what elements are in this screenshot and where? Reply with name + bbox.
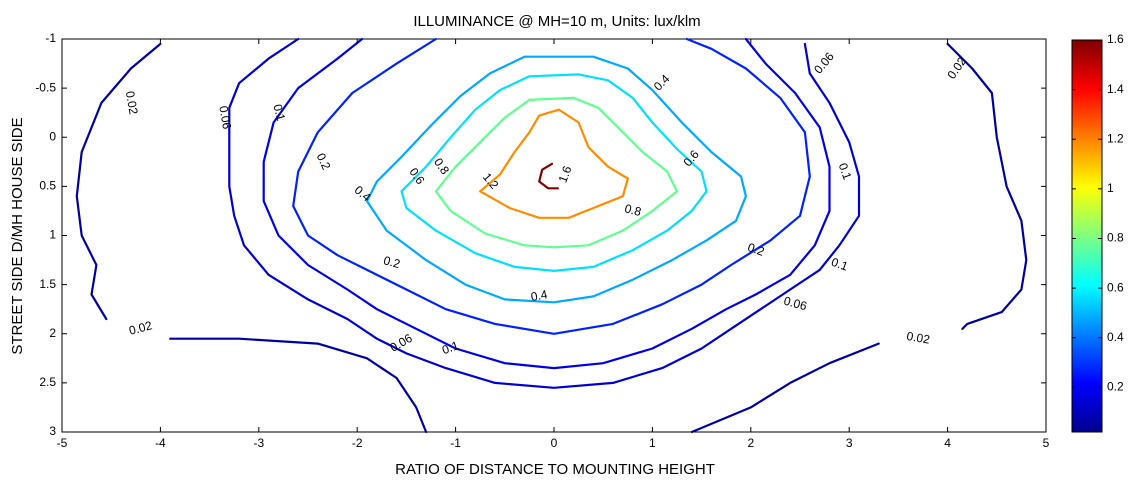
contour-line-0_02	[169, 337, 428, 434]
contour-label: 0.02	[906, 329, 932, 347]
y-tick-label: 1.5	[39, 277, 56, 291]
colorbar	[1071, 39, 1103, 433]
y-tick-label: 0	[49, 129, 56, 143]
contour-label: 0.4	[530, 287, 549, 304]
x-tick-label: -1	[450, 436, 461, 450]
x-axis-title: RATIO OF DISTANCE TO MOUNTING HEIGHT	[395, 461, 715, 478]
colorbar-tick-label: 1.2	[1107, 131, 1124, 145]
x-axis: -5 -4 -3 -2 -1 0 1 2 3 4 5	[57, 39, 1050, 450]
x-tick-label: 3	[846, 436, 853, 450]
contour-label: 0.06	[782, 294, 808, 314]
y-tick-label: 0.5	[39, 179, 56, 193]
contour-line-0_02	[690, 342, 880, 434]
contour-line-0_8	[434, 96, 679, 249]
contour-label: 0.2	[382, 253, 402, 271]
contour-line-0_02	[75, 42, 162, 321]
contour-label: 0.2	[314, 151, 334, 172]
colorbar-tick-label: 1.6	[1107, 32, 1124, 46]
x-tick-label: -4	[155, 436, 166, 450]
contour-label: 0.1	[829, 255, 850, 274]
y-tick-label: -0.5	[35, 80, 56, 94]
x-tick-label: 4	[944, 436, 951, 450]
x-tick-label: 0	[551, 436, 558, 450]
colorbar-tick-label: 0.6	[1107, 280, 1124, 294]
y-tick-label: 1	[49, 228, 56, 242]
y-tick-label: 3	[49, 424, 56, 438]
colorbar-tick-label: 1.4	[1107, 82, 1124, 96]
colorbar-axis: 0.2 0.4 0.6 0.8 1 1.2 1.4 1.6	[1072, 32, 1124, 394]
x-tick-label: 5	[1043, 436, 1050, 450]
contour-line-1_6	[538, 162, 559, 190]
colorbar-tick-label: 0.2	[1107, 380, 1124, 394]
contour-label: 0.06	[216, 105, 234, 131]
colorbar-tick-label: 1	[1107, 181, 1114, 195]
contour-line-0_2	[292, 37, 811, 335]
contour-lines	[75, 37, 1028, 434]
contour-line-1_2	[479, 108, 629, 219]
y-axis-title: STREET SIDE D/MH HOUSE SIDE	[9, 117, 26, 354]
colorbar-tick-label: 0.8	[1107, 231, 1124, 245]
plot-area	[61, 38, 1047, 433]
contour-line-0_06	[228, 37, 861, 389]
colorbar-tick-label: 0.4	[1107, 330, 1124, 344]
x-tick-label: 1	[649, 436, 656, 450]
contour-line-0_1	[262, 37, 831, 370]
contour-label: 0.02	[127, 318, 153, 338]
contour-label: 0.1	[270, 103, 288, 123]
contour-label: 0.1	[440, 338, 461, 357]
x-tick-label: -2	[352, 436, 363, 450]
contour-line-0_6	[400, 73, 708, 272]
contour-label: 0.2	[746, 240, 767, 259]
contour-label: 1.6	[556, 164, 575, 185]
chart-title: ILLUMINANCE @ MH=10 m, Units: lux/klm	[413, 13, 700, 30]
y-axis: -1 -0.5 0 0.5 1 1.5 2 2.5 3	[35, 31, 1046, 438]
x-tick-label: -3	[253, 436, 264, 450]
y-tick-label: 2.5	[39, 375, 56, 389]
contour-label: 0.1	[836, 161, 855, 182]
y-tick-label: -1	[45, 31, 56, 45]
x-tick-label: -5	[57, 436, 68, 450]
x-tick-label: 2	[747, 436, 754, 450]
contour-line-0_4	[365, 55, 747, 304]
y-tick-label: 2	[49, 326, 56, 340]
contour-label: 0.02	[123, 90, 141, 116]
contour-label: 0.8	[623, 201, 643, 219]
contour-line-0_02	[946, 42, 1028, 330]
